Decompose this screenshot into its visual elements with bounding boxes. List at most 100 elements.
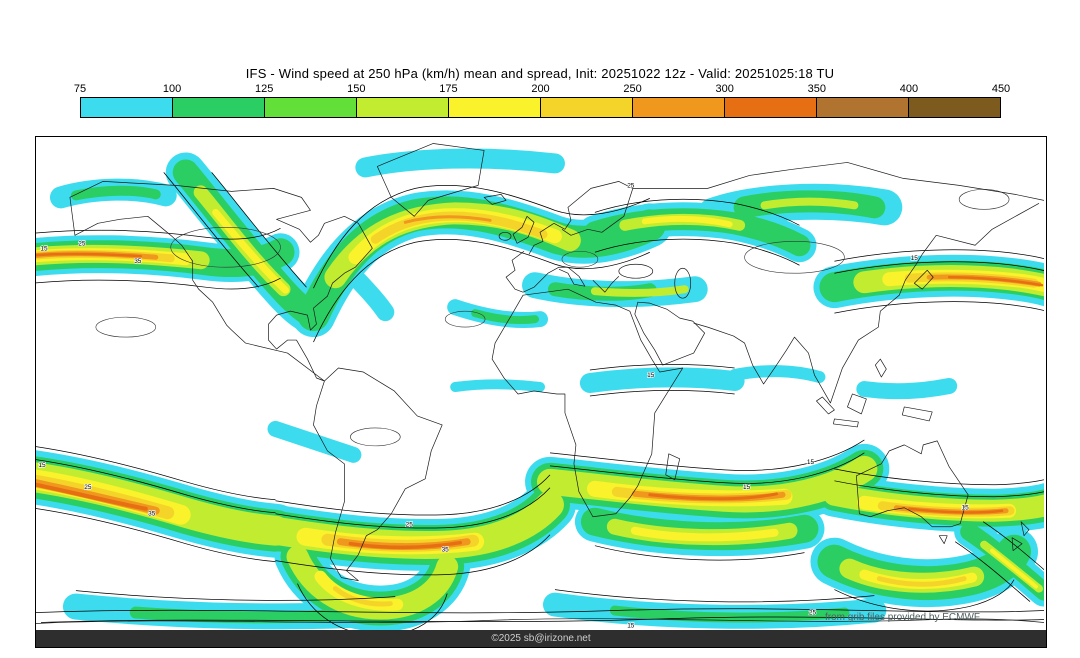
- spread-label: 15: [40, 245, 48, 252]
- map-shape: [760, 197, 859, 210]
- map-shape: [594, 198, 800, 226]
- coast-greenland: [376, 143, 485, 217]
- coast-new-zealand: [1011, 537, 1023, 552]
- minor-contours: [95, 189, 1010, 447]
- map-shape: [549, 439, 865, 471]
- map-shape: [275, 534, 551, 576]
- map-shape: [579, 367, 745, 393]
- map-shape: [36, 277, 281, 290]
- map-shape: [834, 301, 1044, 314]
- map-shape: [876, 576, 967, 587]
- map-shape: [908, 507, 1004, 514]
- coast-ireland: [498, 231, 512, 241]
- map-shape: [648, 492, 779, 501]
- map-frame: 15 25 35 25 15 15 15 25 35 25 35 15 15 1…: [35, 136, 1047, 648]
- map-shape: [561, 250, 599, 268]
- coast-europe-north: [528, 181, 634, 255]
- spread-label: 35: [442, 547, 450, 554]
- coast-north-america: [69, 181, 373, 382]
- map-shape: [954, 541, 1031, 602]
- map-shape: [275, 487, 551, 529]
- spread-label: 25: [78, 240, 86, 247]
- map-shape: [36, 446, 276, 501]
- map-shape: [129, 606, 372, 624]
- footer-bar: ©2025 sb@irizone.net: [36, 630, 1046, 647]
- spread-label: 15: [647, 372, 655, 379]
- coast-australia: [856, 440, 969, 528]
- jet-stream-bands: [36, 148, 1044, 630]
- map-shape: [36, 227, 281, 240]
- map-shape: [95, 316, 157, 338]
- map-shape: [211, 172, 307, 288]
- coast-java: [833, 418, 859, 428]
- spread-label: 15: [807, 459, 815, 466]
- map-shape: [834, 249, 1044, 262]
- spread-label: 15: [962, 505, 970, 512]
- spread-label: 25: [627, 182, 635, 189]
- map-shape: [403, 215, 492, 224]
- spread-label: 15: [627, 623, 635, 630]
- coast-south-america: [313, 367, 443, 581]
- colorbar-segment: [265, 98, 357, 117]
- map-shape: [267, 420, 362, 463]
- coast-asia-east: [693, 203, 1040, 404]
- colorbar-segment: [817, 98, 909, 117]
- map-shape: [630, 526, 779, 542]
- coast-africa: [491, 288, 684, 518]
- copyright-text: ©2025 sb@irizone.net: [491, 633, 591, 644]
- coast-antarctica: [36, 618, 1044, 624]
- map-shape: [947, 275, 1044, 287]
- map-shape: [36, 608, 1044, 614]
- attribution-text: from grib files provided by ECMWF: [824, 612, 980, 623]
- colorbar-tick-label: 75: [73, 83, 87, 95]
- coast-asia-north: [632, 162, 1044, 201]
- map-shape: [212, 208, 289, 294]
- map-shape: [834, 261, 1044, 274]
- coast-britain: [512, 215, 535, 244]
- coast-iceland: [483, 194, 507, 205]
- colorbar-segment: [357, 98, 449, 117]
- colorbar-segment: [909, 98, 1000, 117]
- map-shape: [350, 427, 401, 447]
- spread-label: 35: [148, 511, 156, 518]
- map-shape: [834, 579, 1015, 612]
- map-shape: [641, 215, 733, 228]
- map-shape: [834, 480, 1044, 498]
- coast-madagascar: [665, 453, 681, 481]
- coast-arabia: [634, 301, 706, 366]
- colorbar-tick-label: 150: [347, 83, 366, 95]
- colorbar-segment: [541, 98, 633, 117]
- map-shape: [589, 364, 735, 371]
- coast-philippines: [874, 358, 887, 378]
- map-shape: [728, 365, 826, 384]
- map-shape: [36, 459, 276, 514]
- spread-label: 25: [406, 522, 414, 529]
- coast-new-guinea: [901, 406, 933, 422]
- colorbar-ticks: 75 100 125 150 175 200 250 300 350 400 4…: [74, 83, 1010, 97]
- map-shape: [594, 238, 800, 266]
- coast-europe-west: [505, 250, 586, 293]
- spread-label: 25: [84, 484, 92, 491]
- black-sea: [618, 263, 654, 279]
- map-shape: [348, 540, 462, 550]
- colorbar-tick-label: 125: [255, 83, 274, 95]
- colorbar-segment: [81, 98, 173, 117]
- map-shape: [990, 548, 1039, 589]
- coast-greece: [592, 275, 620, 293]
- colorbar-tick-label: 250: [623, 83, 642, 95]
- page-title: IFS - Wind speed at 250 hPa (km/h) mean …: [245, 66, 835, 81]
- map-shape: [36, 252, 143, 258]
- map-shape: [163, 172, 259, 288]
- map-shape: [75, 590, 396, 601]
- map-shape: [549, 452, 865, 484]
- spread-label: 25: [809, 610, 817, 617]
- spread-label: 15: [38, 462, 46, 469]
- coast-new-zealand: [1020, 521, 1030, 537]
- jet-layer-300: [36, 252, 1044, 550]
- map-shape: [589, 390, 735, 397]
- map-shape: [332, 586, 393, 607]
- map-shape: [554, 589, 875, 603]
- map-shape: [450, 379, 545, 392]
- spread-label: 35: [134, 258, 142, 265]
